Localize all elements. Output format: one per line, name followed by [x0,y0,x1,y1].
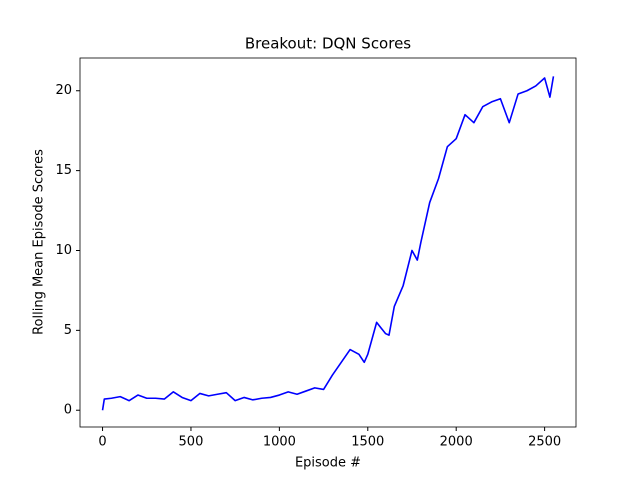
y-tick-label: 10 [55,243,72,258]
x-axis-label: Episode # [295,456,361,471]
x-tick-label: 500 [179,435,204,450]
x-tick-label: 2000 [440,435,473,450]
y-tick-label: 15 [55,163,72,178]
y-tick-label: 5 [64,323,72,338]
axes-frame [79,57,577,428]
x-tick-label: 2500 [528,435,561,450]
y-tick-label: 20 [55,83,72,98]
x-tick-label: 0 [98,435,106,450]
chart-title: Breakout: DQN Scores [245,35,411,53]
y-tick-label: 0 [64,403,72,418]
x-tick-label: 1500 [351,435,384,450]
data-line [101,76,555,411]
y-axis-label: Rolling Mean Episode Scores [32,149,47,335]
x-tick-label: 1000 [263,435,296,450]
